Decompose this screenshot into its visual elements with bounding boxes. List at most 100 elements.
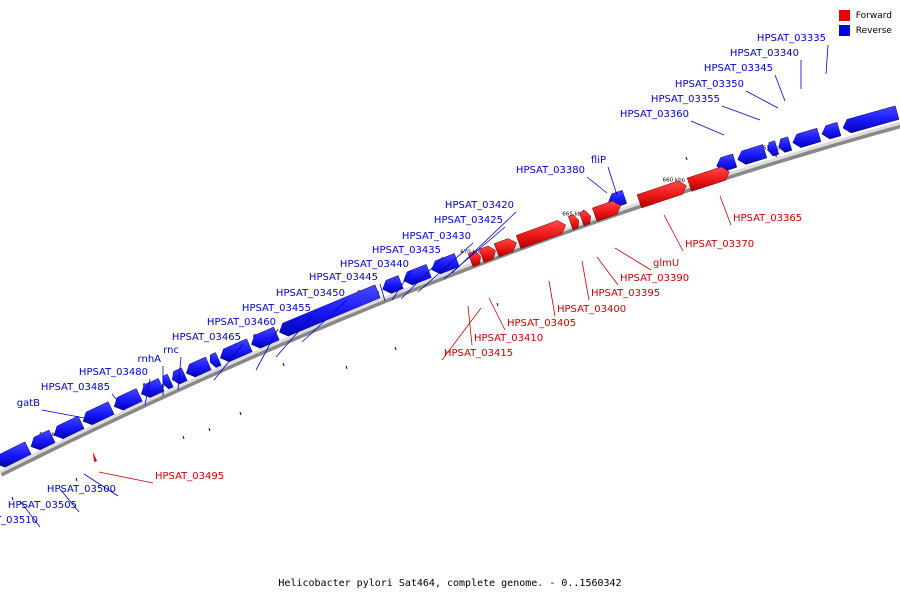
- label-leader-line: [774, 74, 786, 102]
- forward-gene: [493, 238, 517, 258]
- gene-label: HPSAT_03345: [704, 63, 773, 74]
- forward-gene: [578, 210, 591, 227]
- label-leader-line: [213, 343, 244, 381]
- label-leader-line: [275, 314, 314, 358]
- track-tick-mark: [345, 365, 348, 370]
- label-leader-line: [41, 409, 96, 421]
- label-leader-line: [607, 166, 618, 196]
- label-leader-line: [391, 270, 412, 301]
- reverse-gene: [185, 356, 212, 378]
- gene-label: HPSAT_03455: [242, 303, 311, 314]
- reverse-gene: [778, 136, 793, 153]
- gene-label: HPSAT_03420: [445, 200, 514, 211]
- track-tick-mark: [208, 427, 211, 432]
- label-leader-line: [581, 260, 590, 301]
- legend-reverse-label: Reverse: [855, 25, 892, 36]
- gene-label: HPSAT_03485: [41, 382, 110, 393]
- reverse-gene: [792, 127, 822, 148]
- forward-gene: [478, 245, 496, 263]
- label-leader-line: [400, 256, 444, 300]
- reverse-gene: [140, 378, 165, 398]
- gene-label: rnc: [163, 345, 179, 356]
- label-leader-line: [745, 90, 779, 109]
- label-leader-line: [488, 297, 506, 331]
- gene-label: HPSAT_03445: [309, 272, 378, 283]
- gene-label: HPSAT_03405: [507, 318, 576, 329]
- scale-tick-label: 660 kbp: [663, 177, 686, 183]
- reverse-gene: [0, 441, 32, 468]
- reverse-gene: [53, 415, 85, 439]
- reverse-gene: [251, 326, 280, 349]
- gene-label: fliP: [591, 155, 606, 166]
- track-tick-mark: [394, 346, 397, 351]
- gene-label: HPSAT_03430: [402, 231, 471, 242]
- reverse-gene: [737, 144, 768, 165]
- label-leader-line: [825, 44, 829, 75]
- label-leader-line: [721, 105, 761, 121]
- gene-label: HPSAT_03395: [591, 288, 660, 299]
- label-leader-line: [59, 488, 80, 513]
- reverse-gene: [767, 140, 780, 157]
- legend: Forward Reverse: [838, 8, 892, 38]
- track-tick-mark: [282, 362, 285, 367]
- gene-label: HPSAT_03465: [172, 332, 241, 343]
- gene-label: HPSAT_03380: [516, 165, 585, 176]
- reverse-gene: [279, 284, 381, 337]
- label-leader-line: [111, 393, 126, 411]
- gene-label: HPSAT_03480: [79, 367, 148, 378]
- reverse-swatch: [838, 25, 850, 36]
- gene-label: HPSAT_03510: [0, 515, 38, 526]
- track-tick-mark: [496, 302, 499, 307]
- gene-label: HPSAT_03370: [685, 239, 754, 250]
- label-leader-line: [19, 500, 41, 528]
- genome-caption: Helicobacter pylori Sat464, complete gen…: [278, 578, 622, 589]
- gene-label: gatB: [17, 398, 40, 409]
- reverse-gene: [210, 352, 222, 368]
- reverse-gene: [382, 275, 404, 294]
- label-leader-line: [719, 195, 732, 226]
- label-leader-line: [443, 226, 506, 280]
- label-leader-line: [177, 356, 182, 391]
- reverse-gene: [30, 429, 56, 451]
- gene-label: HPSAT_03460: [207, 317, 276, 328]
- gene-label: HPSAT_03415: [444, 348, 513, 359]
- label-leader-line: [614, 247, 652, 271]
- label-leader-line: [301, 299, 348, 343]
- reverse-gene: [842, 105, 900, 134]
- forward-gene-marker: [93, 452, 97, 462]
- forward-gene: [686, 166, 730, 192]
- legend-forward-label: Forward: [855, 10, 892, 21]
- gene-label: HPSAT_03495: [155, 471, 224, 482]
- track-tick-mark: [11, 496, 14, 501]
- gene-label: HPSAT_03435: [372, 245, 441, 256]
- label-leader-line: [98, 471, 154, 484]
- gene-label: HPSAT_03440: [340, 259, 409, 270]
- gene-label: HPSAT_03360: [620, 109, 689, 120]
- gene-label: HPSAT_03410: [474, 333, 543, 344]
- gene-label: rnhA: [138, 354, 162, 365]
- track-tick-mark: [75, 477, 78, 482]
- label-leader-line: [83, 473, 119, 497]
- gene-label: HPSAT_03340: [730, 48, 799, 59]
- label-leader-line: [586, 176, 608, 194]
- track-tick-mark: [182, 435, 185, 440]
- gene-label: HPSAT_03500: [47, 484, 116, 495]
- forward-gene: [515, 220, 567, 249]
- label-leader-line: [690, 120, 725, 136]
- label-leader-line: [379, 283, 386, 302]
- gene-label: HPSAT_03390: [620, 273, 689, 284]
- gene-label: glmU: [653, 258, 679, 269]
- reverse-gene: [219, 338, 253, 363]
- legend-forward: Forward: [838, 8, 892, 23]
- gene-label: HPSAT_03450: [276, 288, 345, 299]
- label-leader-line: [441, 307, 482, 361]
- gene-label: HPSAT_03400: [557, 304, 626, 315]
- label-leader-line: [144, 378, 151, 406]
- label-leader-line: [255, 328, 279, 371]
- label-leader-line: [548, 280, 556, 317]
- gene-label: HPSAT_03350: [675, 79, 744, 90]
- gene-label: HPSAT_03505: [8, 500, 77, 511]
- forward-gene: [592, 200, 622, 222]
- legend-reverse: Reverse: [838, 23, 892, 38]
